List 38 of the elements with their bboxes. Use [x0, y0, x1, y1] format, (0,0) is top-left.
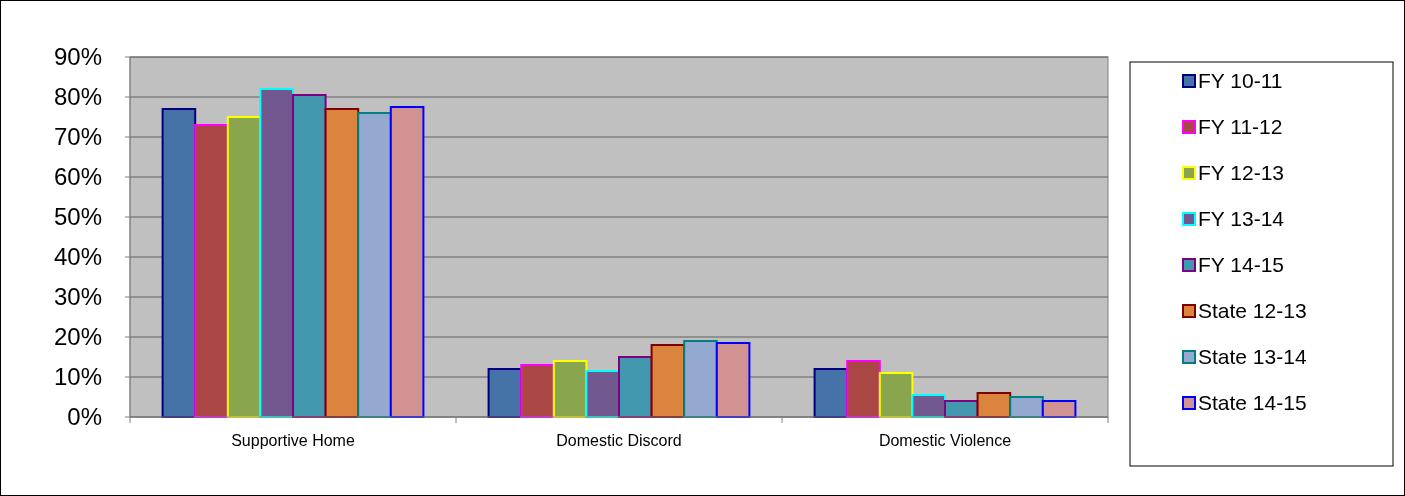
y-tick-label: 40% — [53, 243, 102, 271]
y-tick-label: 60% — [53, 163, 102, 191]
bar — [259, 88, 294, 418]
bar — [161, 108, 197, 418]
x-tick-label: Domestic Violence — [878, 432, 1012, 449]
bar — [715, 342, 751, 418]
bar — [585, 370, 620, 418]
legend-label: FY 11-12 — [1198, 115, 1283, 139]
bar — [846, 360, 881, 418]
y-tick-label: 20% — [53, 323, 102, 351]
bar — [683, 340, 718, 418]
legend-label: FY 13-14 — [1198, 207, 1285, 231]
bar — [650, 344, 686, 418]
bar — [520, 364, 555, 418]
legend-label: State 14-15 — [1198, 391, 1307, 415]
y-tick-label: 90% — [53, 43, 102, 71]
bar — [194, 124, 229, 418]
legend-label: FY 10-11 — [1198, 69, 1283, 93]
y-tick-label: 70% — [53, 123, 102, 151]
legend-label: State 13-14 — [1198, 345, 1307, 369]
bar — [324, 108, 360, 418]
y-tick-label: 50% — [53, 203, 102, 231]
bar — [552, 360, 588, 418]
y-tick-label: 10% — [53, 363, 102, 391]
bar — [618, 356, 653, 418]
legend-label: FY 14-15 — [1198, 253, 1284, 277]
y-tick-label: 0% — [67, 403, 102, 431]
y-tick-label: 80% — [53, 83, 102, 111]
bar — [357, 112, 392, 418]
bar — [389, 106, 425, 418]
legend-label: FY 12-13 — [1198, 161, 1284, 185]
bar — [292, 94, 327, 418]
bar — [226, 116, 262, 418]
bar — [878, 372, 914, 418]
legend-label: State 12-13 — [1198, 299, 1307, 323]
x-tick-label: Supportive Home — [231, 432, 355, 449]
y-tick-label: 30% — [53, 283, 102, 311]
x-tick-label: Domestic Discord — [556, 432, 682, 449]
